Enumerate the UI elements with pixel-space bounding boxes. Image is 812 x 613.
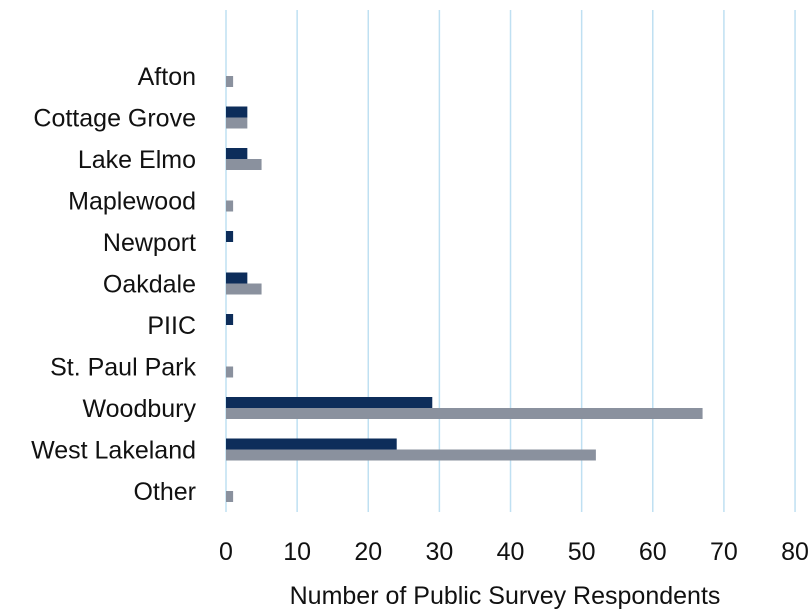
x-tick-label: 70	[710, 538, 738, 566]
bar-other-series-2	[226, 491, 234, 502]
category-label: Cottage Grove	[33, 105, 196, 133]
bar-st-paul-park-series-2	[226, 366, 234, 378]
x-axis-title: Number of Public Survey Respondents	[290, 582, 721, 610]
x-tick-label: 30	[425, 538, 453, 566]
bar-lake-elmo-series-2	[226, 159, 262, 170]
x-tick-label: 80	[781, 538, 809, 566]
bar-afton-series-2	[226, 76, 234, 87]
bar-cottage-grove-series-1	[226, 106, 248, 118]
bar-piic-series-1	[226, 314, 234, 325]
x-tick-label: 10	[283, 538, 311, 566]
x-tick-label: 50	[568, 538, 596, 566]
category-label: Newport	[103, 229, 196, 257]
bar-oakdale-series-1	[226, 272, 248, 284]
bar-newport-series-1	[226, 231, 234, 242]
bar-woodbury-series-2	[226, 408, 703, 419]
category-label: Afton	[138, 63, 196, 91]
x-tick-labels: 0 10 20 30 40 50 60 70 80	[219, 538, 809, 566]
x-tick-label: 20	[354, 538, 382, 566]
bar-west-lakeland-series-1	[226, 438, 397, 450]
category-label: Woodbury	[83, 395, 197, 423]
bar-lake-elmo-series-1	[226, 148, 248, 159]
gridlines	[225, 10, 796, 512]
x-tick-label: 60	[639, 538, 667, 566]
category-label: St. Paul Park	[50, 354, 196, 382]
category-label: Oakdale	[103, 271, 196, 299]
x-tick-label: 0	[219, 538, 233, 566]
bar-maplewood-series-2	[226, 200, 234, 212]
bar-west-lakeland-series-2	[226, 449, 596, 461]
bars	[226, 76, 703, 502]
category-label: PIIC	[147, 312, 196, 340]
category-labels: Afton Cottage Grove Lake Elmo Maplewood Newp…	[31, 63, 196, 506]
category-label: Other	[133, 478, 196, 506]
x-tick-label: 40	[497, 538, 525, 566]
category-label: West Lakeland	[31, 437, 196, 465]
bar-woodbury-series-1	[226, 397, 433, 408]
bar-cottage-grove-series-2	[226, 117, 248, 129]
category-label: Lake Elmo	[78, 146, 196, 174]
category-label: Maplewood	[68, 188, 196, 216]
bar-oakdale-series-2	[226, 283, 262, 295]
